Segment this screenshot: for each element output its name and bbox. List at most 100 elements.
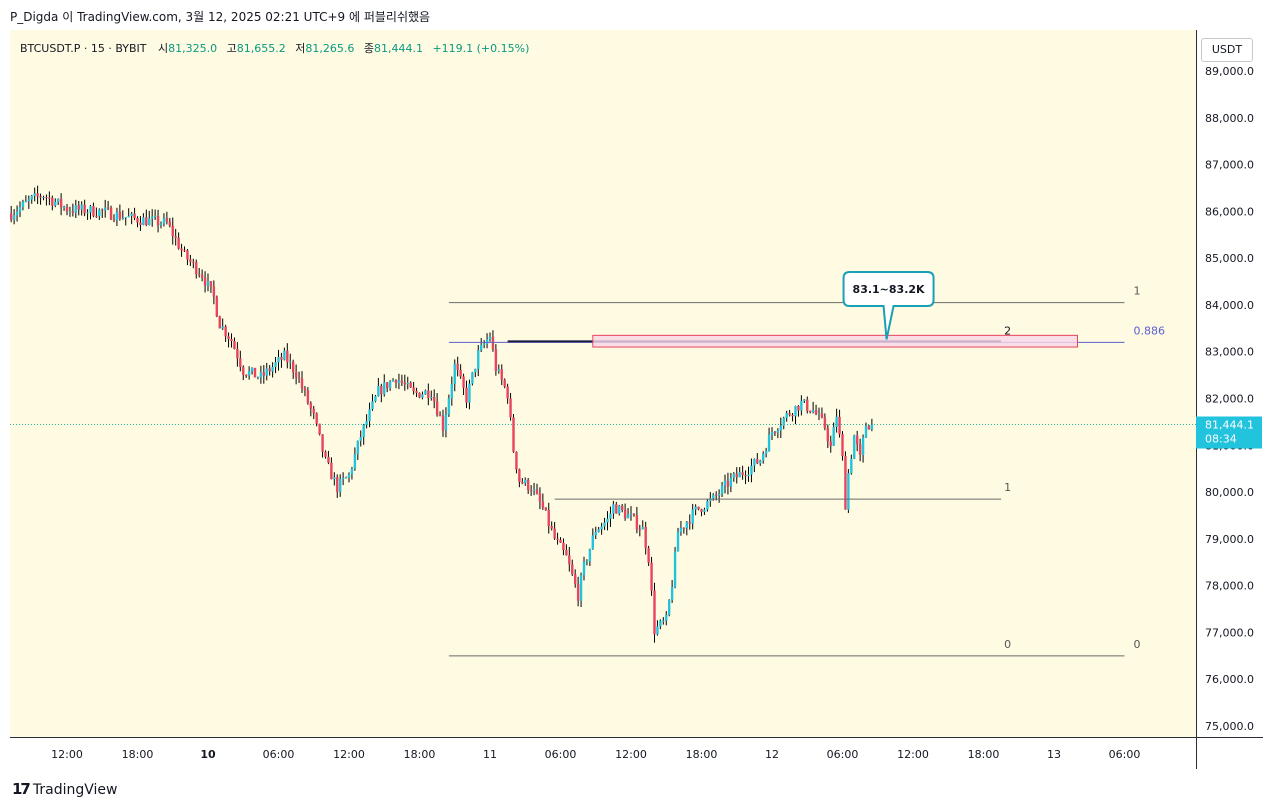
candle-body	[518, 469, 521, 482]
candle-body	[773, 431, 777, 433]
candle-body	[121, 217, 125, 219]
candle-body	[277, 356, 280, 363]
candle-body	[236, 348, 239, 359]
candle-body	[803, 399, 806, 401]
time-scale[interactable]	[10, 737, 1196, 769]
candle-body	[823, 417, 827, 428]
candle-body	[215, 296, 219, 317]
candle-body	[682, 527, 686, 529]
candle-body	[618, 505, 621, 514]
candle-body	[197, 274, 201, 276]
chart-pane[interactable]	[10, 30, 1196, 737]
candle-body	[148, 218, 151, 226]
time-tick-label: 06:00	[263, 748, 295, 761]
time-tick-label: 18:00	[686, 748, 718, 761]
candle-body	[582, 561, 586, 576]
high-label: 고	[226, 42, 237, 55]
symbol-name[interactable]: BTCUSDT.P · 15 · BYBIT	[20, 42, 147, 55]
candle-body	[479, 344, 483, 351]
candle-body	[312, 408, 315, 414]
candle-body	[171, 225, 174, 237]
candle-body	[24, 201, 28, 203]
candle-body	[162, 217, 166, 224]
candle-body	[294, 372, 298, 378]
candle-body	[186, 250, 189, 260]
candle-body	[303, 388, 307, 391]
candle-body	[444, 414, 448, 431]
candle-body	[127, 216, 130, 218]
change-value: +119.1 (+0.15%)	[432, 42, 530, 55]
candle-body	[383, 382, 386, 395]
candle-body	[738, 472, 741, 478]
candle-body	[409, 382, 412, 388]
candle-body	[380, 386, 383, 395]
candle-body	[735, 473, 738, 478]
candle-body	[641, 526, 644, 530]
candle-body	[723, 480, 727, 486]
time-tick-label: 12:00	[333, 748, 365, 761]
candle-body	[585, 561, 589, 563]
candle-body	[647, 548, 650, 563]
candle-body	[806, 399, 809, 411]
candle-body	[717, 493, 721, 496]
candle-body	[509, 398, 512, 418]
candle-body	[588, 549, 592, 562]
candle-body	[659, 620, 662, 627]
time-tick-label: 18:00	[404, 748, 436, 761]
price-callout-bubble[interactable]	[842, 271, 935, 340]
candle-body	[606, 518, 609, 523]
time-tick-label: 10	[200, 748, 216, 761]
candle-body	[635, 515, 639, 530]
price-scale[interactable]	[1196, 30, 1263, 737]
candle-body	[485, 339, 489, 344]
candle-body	[665, 614, 668, 621]
candle-body	[644, 526, 647, 549]
candle-body	[867, 425, 871, 430]
candle-body	[844, 456, 847, 510]
candle-body	[180, 248, 183, 251]
price-tick-label: 78,000.0	[1205, 580, 1254, 593]
target-zone-box[interactable]	[592, 334, 1078, 348]
candle-body	[568, 555, 571, 565]
candle-body	[808, 410, 812, 413]
candle-body	[779, 425, 783, 431]
candle-body	[535, 489, 539, 494]
candle-body	[597, 529, 600, 532]
currency-button[interactable]: USDT	[1201, 38, 1253, 62]
tradingview-logo-icon: 𝟭𝟳	[12, 780, 31, 798]
candle-body	[494, 349, 498, 372]
candle-body	[427, 390, 430, 398]
candle-body	[353, 454, 357, 469]
candle-body	[356, 440, 360, 455]
tradingview-logo[interactable]: 𝟭𝟳 TradingView	[12, 780, 117, 798]
candle-body	[54, 201, 57, 206]
candle-body	[782, 418, 785, 426]
candle-body	[333, 477, 336, 480]
candle-body	[359, 437, 362, 441]
candle-body	[559, 539, 562, 543]
candle-body	[242, 367, 245, 376]
last-price-countdown: 08:34	[1205, 433, 1237, 446]
candle-body	[124, 217, 127, 219]
candle-body	[764, 451, 768, 454]
candle-body	[271, 366, 274, 372]
candle-body	[377, 386, 380, 397]
candle-body	[709, 498, 712, 502]
candle-body	[482, 343, 486, 345]
candle-body	[870, 424, 874, 430]
candle-body	[42, 197, 45, 199]
publish-header: P_Digda 이 TradingView.com, 3월 12, 2025 0…	[0, 0, 1280, 30]
price-tick-label: 75,000.0	[1205, 720, 1254, 733]
candle-body	[95, 215, 98, 217]
candle-body	[239, 358, 242, 368]
candle-body	[861, 437, 865, 455]
candle-body	[673, 551, 677, 588]
candle-body	[177, 237, 180, 249]
candle-body	[858, 444, 862, 455]
candle-body	[18, 207, 22, 212]
candle-body	[626, 514, 630, 519]
candle-body	[615, 504, 618, 514]
candle-body	[612, 504, 615, 514]
candle-body	[512, 417, 515, 452]
